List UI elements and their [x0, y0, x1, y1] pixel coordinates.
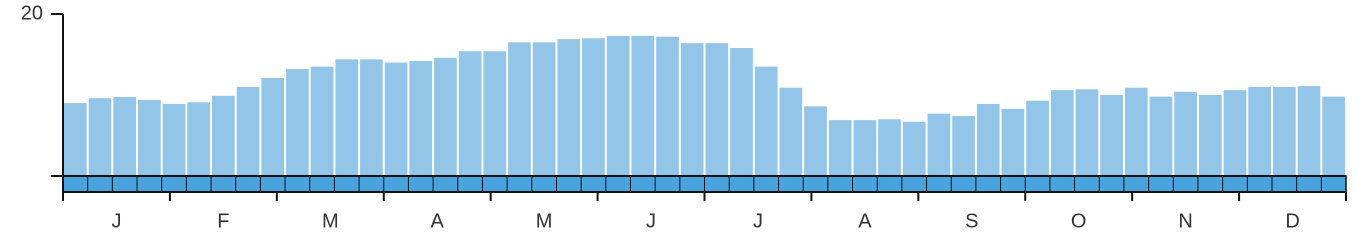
bar	[927, 113, 951, 176]
bar	[1100, 95, 1123, 176]
bar	[952, 116, 975, 176]
bar	[828, 120, 852, 176]
bar	[779, 87, 803, 176]
bar	[64, 103, 87, 176]
month-label: O	[1071, 210, 1087, 232]
month-label: S	[965, 210, 978, 232]
bar	[310, 66, 334, 176]
month-label: D	[1285, 210, 1299, 232]
bar	[976, 103, 1000, 176]
bar	[384, 62, 408, 176]
bar	[508, 42, 531, 176]
bar	[113, 97, 137, 176]
bar	[138, 99, 161, 176]
month-label: F	[217, 210, 229, 232]
bar	[804, 106, 827, 176]
bar	[261, 77, 285, 176]
bar	[1297, 86, 1321, 176]
month-label: M	[322, 210, 339, 232]
month-label: N	[1178, 210, 1192, 232]
bar	[1050, 90, 1074, 176]
bar	[212, 95, 235, 176]
bar	[1075, 89, 1099, 176]
bar	[1026, 100, 1049, 176]
bar	[532, 42, 556, 176]
bar	[483, 51, 507, 177]
bar	[187, 102, 211, 176]
bar	[754, 66, 778, 176]
bar	[360, 59, 383, 176]
bar	[557, 39, 581, 176]
bar	[236, 86, 260, 176]
y-tick-label: 20	[21, 2, 43, 24]
bar	[286, 69, 309, 176]
month-label: J	[646, 210, 656, 232]
bar	[730, 48, 753, 176]
bar	[434, 57, 457, 176]
bar	[853, 120, 877, 176]
bar	[582, 38, 605, 176]
bar	[1124, 87, 1148, 176]
month-label: A	[431, 210, 445, 232]
bar	[631, 35, 655, 177]
bar	[680, 43, 704, 176]
bar	[1149, 96, 1173, 176]
bar	[458, 51, 482, 177]
bar	[1272, 86, 1296, 176]
month-label: J	[111, 210, 121, 232]
bar	[705, 43, 729, 176]
bar	[1248, 86, 1271, 176]
bar	[1198, 95, 1222, 176]
month-label: A	[858, 210, 872, 232]
bar	[1322, 96, 1345, 176]
bar	[409, 60, 433, 177]
bar	[878, 119, 901, 176]
bar	[162, 103, 186, 176]
bar	[88, 98, 112, 176]
bar	[335, 59, 359, 176]
bar	[1174, 91, 1197, 176]
bar	[902, 121, 926, 176]
bar	[606, 35, 630, 177]
bar	[1001, 108, 1025, 176]
bar	[656, 36, 679, 177]
bar	[1223, 90, 1247, 176]
month-label: M	[536, 210, 553, 232]
month-label: J	[753, 210, 763, 232]
